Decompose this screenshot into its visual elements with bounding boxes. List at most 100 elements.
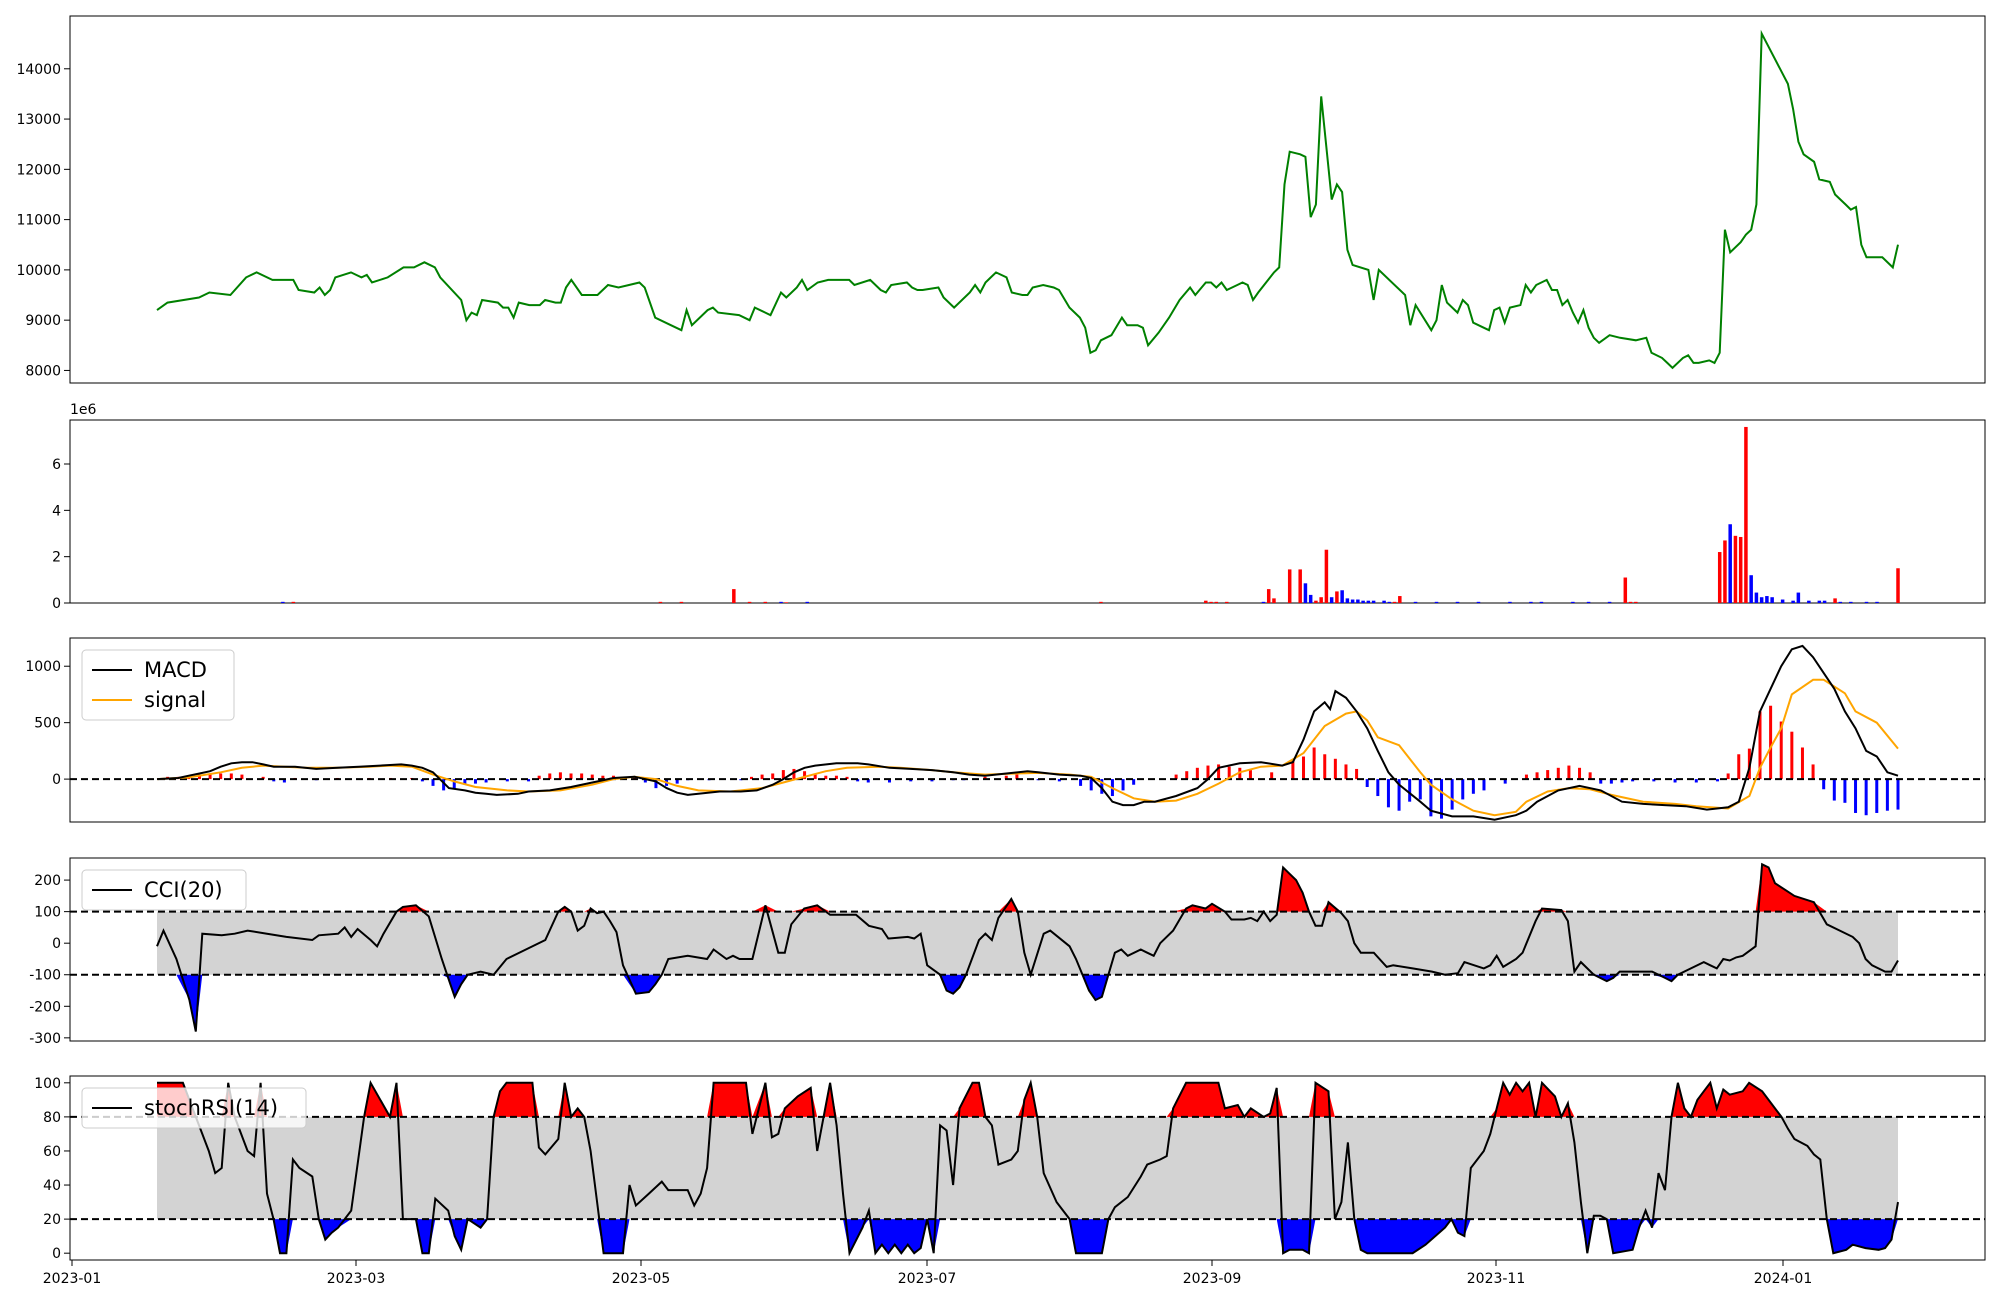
macd-histogram-bar [760,774,764,780]
x-tick-label: 2023-09 [1183,1271,1242,1287]
macd-histogram-bar [1015,774,1019,780]
macd-histogram-bar [1726,773,1730,780]
macd-histogram-bar [1620,779,1624,783]
macd-histogram-bar [1769,705,1773,780]
macd-histogram-bar [803,771,807,780]
volume-panel: 0 2 4 6 1e6 [52,402,1986,612]
macd-histogram-bar [1174,774,1178,780]
volume-bar-up [1717,552,1722,603]
volume-bar-up [1723,540,1727,603]
macd-histogram-bar [1800,747,1804,780]
stoch-rsi-line [157,1079,1899,1257]
macd-histogram-bar [1875,779,1879,813]
macd-histogram-bar [824,775,828,780]
price-panel: 8000 9000 10000 11000 12000 13000 14000 [16,15,1986,384]
stoch-rsi-ytick-label: 20 [43,1212,61,1228]
macd-histogram-bar [1185,771,1189,780]
volume-bar-down [1759,597,1764,603]
price-ytick-label: 11000 [16,213,61,229]
volume-bar-up [1225,601,1229,603]
macd-histogram-bar [1344,764,1348,780]
volume-bar-down [1350,599,1355,603]
macd-histogram-bar [781,770,785,780]
macd-histogram-bar [527,779,531,782]
stoch-rsi-ytick-label: 60 [43,1144,61,1160]
stoch-rsi-panel: 0 20 40 60 80 100 stochRSI(14) [34,1075,1986,1262]
volume-bar-up [658,601,663,603]
volume-bar-up [1623,577,1628,603]
volume-bar-up [1738,536,1743,603]
volume-bar-down [1780,599,1785,603]
volume-bar-up [1099,601,1103,603]
macd-histogram-bar [1291,761,1295,780]
macd-histogram-bar [1811,764,1815,780]
volume-bar-down [1838,601,1843,603]
macd-histogram-bar [983,776,987,780]
volume-bar-up [1833,598,1837,603]
price-ytick-label: 9000 [25,313,61,329]
volume-bar-down [1770,597,1774,603]
cci-legend-label: CCI(20) [144,878,223,902]
macd-histogram-bar [1832,779,1836,801]
macd-histogram-bar [654,779,658,789]
volume-bar-up [1634,601,1638,603]
volume-bar-up [1214,601,1219,603]
volume-bar-up [1392,601,1397,603]
x-tick-label: 2024-01 [1754,1271,1813,1287]
macd-histogram-bar [771,773,775,780]
macd-histogram-bar [1386,779,1390,808]
price-ytick-label: 14000 [16,62,61,78]
price-ytick-label: 13000 [16,112,61,128]
volume-bar-up [1266,589,1271,603]
macd-histogram-bar [1578,767,1582,780]
macd-histogram-bar [219,773,223,780]
macd-histogram-bar [1461,779,1465,800]
volume-bar-up [1298,569,1302,603]
volume-bar-down [1413,601,1418,603]
macd-histogram-bar [431,779,435,786]
macd-histogram-bar [739,779,743,781]
macd-histogram-bar [675,779,679,784]
volume-bar-down [805,601,810,603]
macd-histogram-bar [1248,770,1252,780]
macd-ytick-label: 500 [34,716,61,732]
x-tick-label: 2023-03 [327,1271,386,1287]
macd-histogram-bar [887,779,891,783]
volume-bar-down [1875,601,1879,603]
macd-histogram-bar [1089,779,1093,791]
volume-bar-up [291,601,296,603]
macd-histogram-bar [1408,779,1412,802]
volume-bar-down [1607,601,1612,603]
macd-histogram-bar [1312,747,1316,780]
macd-histogram-bar [590,774,594,780]
volume-bar-up [1628,601,1633,603]
macd-histogram-bar [1609,779,1613,784]
volume-bar-down [1303,583,1308,603]
macd-legend-label: signal [144,688,206,712]
volume-bar-down [1749,575,1753,603]
macd-histogram-bar [1896,779,1900,810]
macd-histogram-bar [1057,779,1061,782]
volume-bar-up [1324,549,1329,603]
macd-histogram-bar [1100,779,1104,794]
macd-frame [69,637,1986,823]
stoch-rsi-ytick-label: 80 [43,1110,61,1126]
macd-histogram-bar [463,779,467,785]
stoch-rsi-band [157,1116,1898,1220]
macd-histogram-bar [580,773,584,780]
volume-bar-down [1261,601,1266,603]
macd-histogram-bar [1365,779,1369,788]
cci-ytick-label: -300 [29,1031,61,1047]
price-frame [69,15,1986,384]
volume-bar-down [1382,600,1386,603]
volume-bar-down [1765,596,1769,603]
signal-line [156,678,1899,817]
macd-line [156,644,1899,821]
macd-histogram-bar [1546,770,1550,780]
cci-frame [69,857,1986,1042]
macd-histogram-bar [240,774,244,780]
volume-ytick-label: 6 [52,457,61,473]
macd-histogram-bar [1599,779,1603,784]
macd-histogram-bar [1270,772,1274,780]
macd-histogram-bar [484,779,488,783]
